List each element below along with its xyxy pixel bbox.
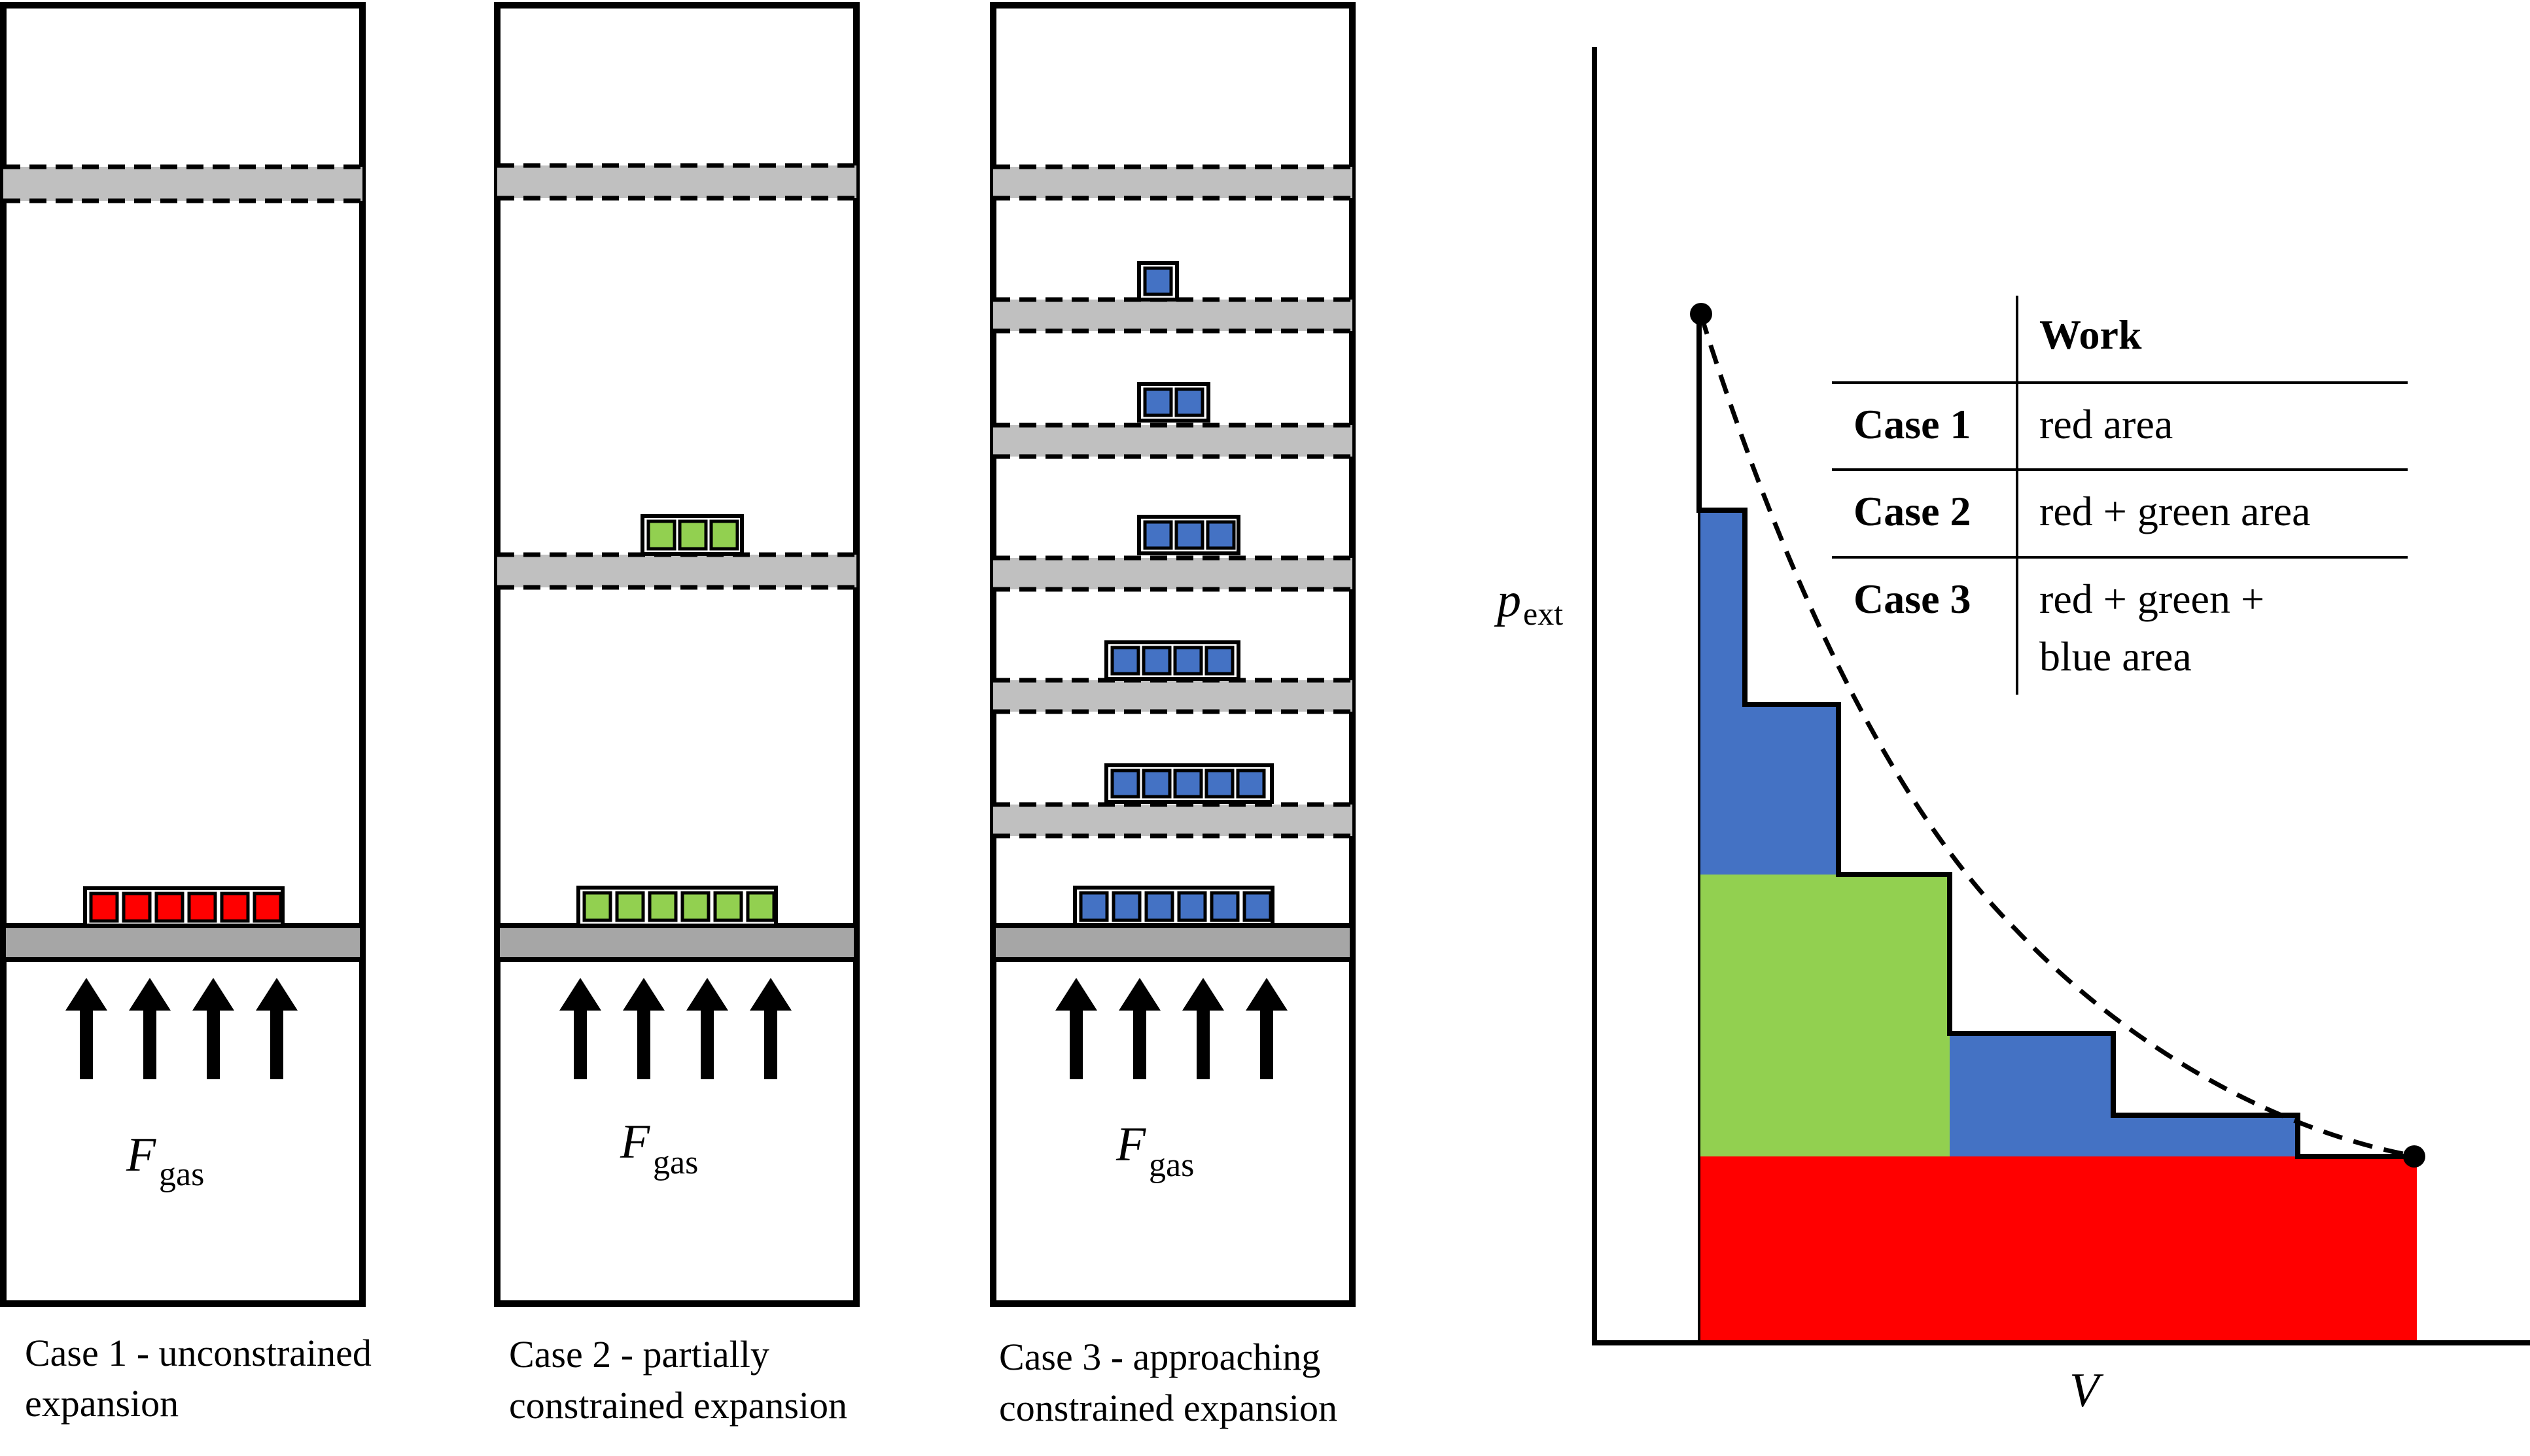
initial-state-point xyxy=(1690,303,1712,325)
blue-area-lower xyxy=(1950,1033,2298,1156)
force-label: F xyxy=(1116,1118,1146,1171)
caption-line-1: Case 1 - unconstrained xyxy=(25,1332,372,1374)
cylinder-case-2: F gas Case 2 - partially constrained exp… xyxy=(494,2,860,1427)
caption-line-2: constrained expansion xyxy=(509,1384,847,1427)
final-state-point xyxy=(2403,1145,2425,1168)
work-table: Work Case 1 red area Case 2 red + green … xyxy=(1832,296,2408,695)
cylinder-wall xyxy=(494,2,860,1307)
table-row-work-3-line-2: blue area xyxy=(2039,633,2192,680)
piston xyxy=(495,923,859,962)
step-path xyxy=(1696,314,2417,1159)
table-row-case-2: Case 2 xyxy=(1854,488,1971,534)
intermediate-piston-positions xyxy=(993,164,1352,839)
cylinder-case-3: F gas Case 3 - approaching constrained e… xyxy=(990,2,1356,1429)
green-weights xyxy=(576,886,778,927)
table-row-work-3-line-1: red + green + xyxy=(2039,576,2264,622)
piston xyxy=(1,923,365,962)
force-subscript: gas xyxy=(1149,1147,1194,1184)
table-row-case-1: Case 1 xyxy=(1854,401,1971,447)
gas-force-arrows xyxy=(559,978,792,1079)
final-piston-position xyxy=(497,165,856,198)
blue-weights xyxy=(1073,261,1274,927)
table-row-work-2: red + green area xyxy=(2039,488,2310,534)
force-subscript: gas xyxy=(653,1144,698,1181)
force-subscript: gas xyxy=(159,1156,204,1193)
x-axis-label: V xyxy=(2069,1364,2104,1417)
force-label: F xyxy=(126,1128,156,1182)
cylinder-case-1: F gas Case 1 - unconstrained expansion xyxy=(0,2,372,1425)
gas-force-arrows xyxy=(1055,978,1288,1079)
cylinder-wall xyxy=(0,2,366,1307)
isotherm-curve xyxy=(1698,314,2417,1159)
table-row-work-1: red area xyxy=(2039,401,2173,447)
piston xyxy=(991,923,1355,962)
red-area xyxy=(1699,1156,2417,1341)
caption-line-2: constrained expansion xyxy=(999,1387,1337,1429)
y-axis-label: p xyxy=(1494,574,1521,627)
table-header-work: Work xyxy=(2039,311,2142,358)
y-axis-subscript: ext xyxy=(1523,595,1563,632)
caption-line-1: Case 2 - partially xyxy=(509,1333,769,1376)
final-piston-position xyxy=(3,167,362,201)
pv-graph: p ext V xyxy=(1494,47,2530,1417)
intermediate-piston-position xyxy=(497,555,856,587)
green-area xyxy=(1699,875,1950,1156)
blue-area-upper xyxy=(1699,510,1838,875)
gas-force-arrows xyxy=(65,978,298,1079)
red-weights xyxy=(83,886,285,927)
force-label: F xyxy=(620,1115,650,1169)
caption-line-2: expansion xyxy=(25,1382,179,1425)
table-row-case-3: Case 3 xyxy=(1854,576,1971,622)
caption-line-1: Case 3 - approaching xyxy=(999,1336,1320,1378)
green-weights-upper xyxy=(641,514,744,556)
